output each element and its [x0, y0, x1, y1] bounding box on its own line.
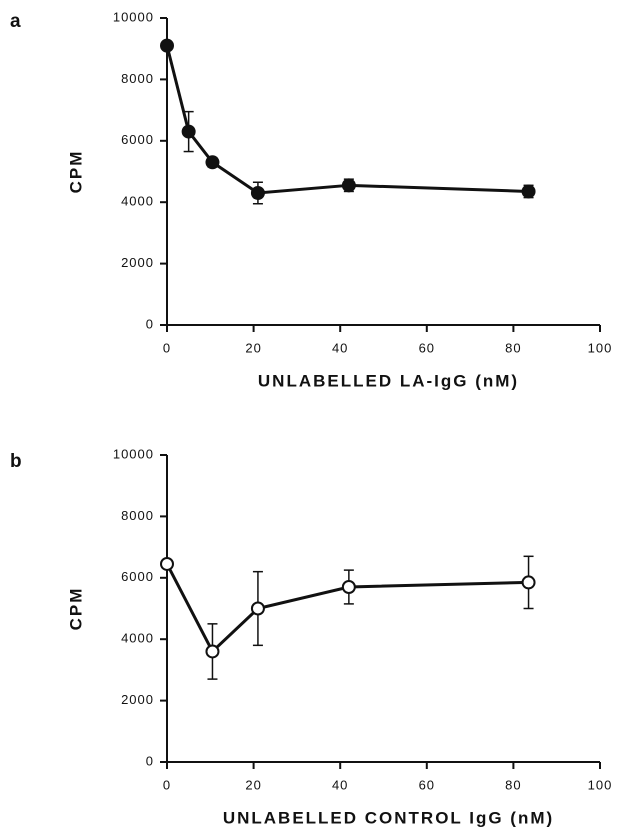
- y-tick-label: 8000: [121, 71, 154, 86]
- y-tick-label: 4000: [121, 631, 154, 646]
- y-tick-label: 6000: [121, 132, 154, 147]
- y-tick-label: 2000: [121, 255, 154, 270]
- x-tick-label: 100: [588, 777, 613, 792]
- data-point: [205, 155, 220, 170]
- x-tick-label: 60: [419, 777, 435, 792]
- x-tick-label: 40: [332, 340, 348, 355]
- y-tick-label: 10000: [113, 9, 154, 24]
- y-tick-label: 10000: [113, 446, 154, 461]
- x-tick-label: 80: [505, 340, 521, 355]
- x-axis-label: UNLABELLED LA-IgG (nM): [258, 371, 519, 390]
- data-point: [341, 178, 356, 193]
- data-point: [521, 184, 536, 199]
- data-point: [205, 644, 220, 659]
- data-point: [250, 185, 265, 200]
- y-tick-label: 8000: [121, 508, 154, 523]
- data-point: [521, 575, 536, 590]
- x-tick-label: 20: [245, 777, 261, 792]
- x-tick-label: 60: [419, 340, 435, 355]
- x-tick-label: 0: [163, 340, 171, 355]
- y-tick-label: 4000: [121, 194, 154, 209]
- x-axis-label: UNLABELLED CONTROL IgG (nM): [223, 808, 554, 827]
- x-tick-label: 0: [163, 777, 171, 792]
- data-point: [341, 580, 356, 595]
- x-tick-label: 40: [332, 777, 348, 792]
- panel-label: a: [10, 11, 21, 32]
- data-point: [250, 601, 265, 616]
- data-line: [165, 563, 529, 654]
- y-tick-label: 2000: [121, 692, 154, 707]
- y-axis-label: CPM: [66, 150, 85, 194]
- data-point: [160, 38, 174, 53]
- y-tick-label: 6000: [121, 569, 154, 584]
- y-tick-label: 0: [146, 316, 154, 331]
- data-line: [165, 45, 529, 195]
- x-tick-label: 100: [588, 340, 613, 355]
- data-point: [160, 556, 174, 571]
- panel-label: b: [10, 451, 22, 472]
- y-tick-label: 0: [146, 753, 154, 768]
- y-axis-label: CPM: [66, 587, 85, 631]
- x-tick-label: 80: [505, 777, 521, 792]
- x-tick-label: 20: [245, 340, 261, 355]
- data-point: [181, 124, 196, 139]
